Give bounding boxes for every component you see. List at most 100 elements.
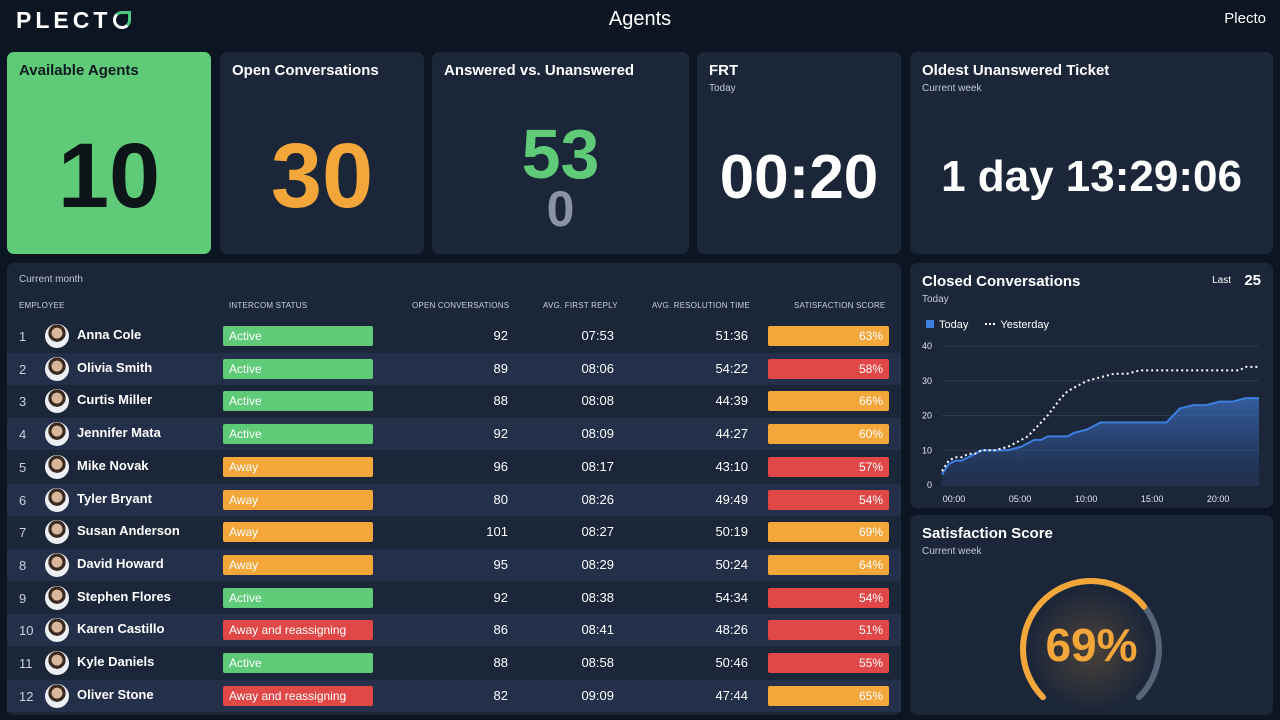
avg-first-reply-cell: 08:09 (581, 426, 614, 442)
open-conversations-card[interactable]: Open Conversations 30 (220, 52, 424, 254)
satisfaction-score-card[interactable]: Satisfaction Score Current week 69% (910, 515, 1273, 715)
avg-first-reply-cell: 08:27 (581, 524, 614, 540)
table-row[interactable]: 4 Jennifer Mata Active 92 08:09 44:27 60% (7, 418, 901, 451)
avg-first-reply-cell: 08:08 (581, 393, 614, 409)
frt-card[interactable]: FRT Today 00:20 (697, 52, 901, 254)
plecto-logo[interactable]: PLECT (16, 7, 132, 34)
employee-name[interactable]: Mike Novak (77, 457, 149, 473)
intercom-status-badge: Active (223, 424, 373, 445)
row-rank: 9 (19, 590, 27, 606)
answered-unanswered-card[interactable]: Answered vs. Unanswered 53 0 (432, 52, 689, 254)
table-row[interactable]: 8 David Howard Away 95 08:29 50:24 64% (7, 548, 901, 581)
col-employee[interactable]: EMPLOYEE (19, 301, 65, 310)
col-avg-first-reply[interactable]: AVG. FIRST REPLY (543, 301, 618, 310)
employee-name[interactable]: Curtis Miller (77, 392, 153, 408)
closed-conversations-subtitle: Today (922, 294, 949, 305)
avatar (45, 389, 69, 414)
avatar (45, 487, 69, 512)
table-row[interactable]: 9 Stephen Flores Active 92 08:38 54:34 54% (7, 582, 901, 614)
table-row[interactable]: 7 Susan Anderson Away 101 08:27 50:19 69% (7, 516, 901, 548)
table-subtitle: Current month (19, 274, 83, 285)
employee-name[interactable]: Anna Cole (77, 327, 142, 342)
satisfaction-score-cell: 66% (768, 391, 889, 412)
col-intercom-status[interactable]: INTERCOM STATUS (229, 301, 308, 310)
legend-yesterday[interactable]: Yesterday (1000, 319, 1049, 331)
avatar (45, 683, 69, 708)
avatar (45, 356, 69, 381)
employee-name[interactable]: Oliver Stone (77, 686, 154, 702)
y-tick-label: 0 (927, 480, 932, 490)
row-rank: 12 (19, 688, 34, 704)
avg-resolution-time-cell: 44:39 (715, 393, 748, 409)
employee-name[interactable]: David Howard (77, 555, 164, 571)
table-row[interactable]: 10 Karen Castillo Away and reassigning 86 08… (7, 614, 901, 647)
intercom-status-badge: Away (223, 456, 373, 477)
logo-o-icon (113, 11, 132, 29)
available-agents-value: 10 (57, 125, 161, 227)
open-conversations-title: Open Conversations (232, 62, 379, 79)
frt-title: FRT (709, 62, 739, 79)
avg-resolution-time-cell: 48:26 (715, 622, 748, 638)
avg-resolution-time-cell: 50:46 (715, 655, 748, 670)
row-rank: 6 (19, 492, 27, 508)
legend-yesterday-swatch (985, 323, 996, 325)
available-agents-card[interactable]: Available Agents 10 (7, 52, 211, 254)
avg-first-reply-cell: 08:41 (581, 622, 614, 638)
avg-first-reply-cell: 08:17 (581, 458, 614, 474)
employee-name[interactable]: Stephen Flores (77, 588, 171, 604)
gauge-fill (1020, 578, 1148, 701)
table-row[interactable]: 1 Anna Cole Active 92 07:53 51:36 63% (7, 320, 901, 352)
row-rank: 5 (19, 459, 27, 475)
col-open-conversations[interactable]: OPEN CONVERSATIONS (412, 301, 510, 310)
employee-name[interactable]: Susan Anderson (77, 523, 180, 539)
satisfaction-gauge (1020, 578, 1162, 711)
row-rank: 1 (19, 329, 27, 344)
satisfaction-score-cell: 54% (768, 587, 889, 608)
legend-today[interactable]: Today (939, 319, 969, 331)
table-row[interactable]: 6 Tyler Bryant Away 80 08:26 49:49 54% (7, 483, 901, 516)
y-tick-label: 30 (922, 376, 932, 386)
row-rank: 2 (19, 361, 27, 377)
table-row[interactable]: 12 Oliver Stone Away and reassigning 82 09:0… (7, 679, 901, 712)
intercom-status-badge: Away (223, 554, 373, 575)
table-row[interactable]: 11 Kyle Daniels Active 88 08:58 50:46 55% (7, 647, 901, 679)
y-tick-label: 10 (922, 445, 932, 455)
avg-first-reply-cell: 08:06 (581, 360, 614, 376)
intercom-status-badge: Active (223, 587, 373, 608)
table-row[interactable]: 3 Curtis Miller Active 88 08:08 44:39 66% (7, 385, 901, 417)
table-row[interactable]: 5 Mike Novak Away 96 08:17 43:10 57% (7, 451, 901, 483)
satisfaction-score-cell: 54% (768, 489, 889, 510)
open-conversations-value: 30 (270, 125, 374, 227)
avg-resolution-time-cell: 54:34 (715, 589, 748, 605)
satisfaction-score-cell: 58% (768, 358, 889, 379)
intercom-status-badge: Away and reassigning (223, 620, 373, 641)
col-satisfaction-score[interactable]: SATISFACTION SCORE (794, 301, 886, 310)
closed-conversations-title: Closed Conversations (922, 273, 1081, 290)
agents-table-card[interactable]: Current month EMPLOYEE INTERCOM STATUS O… (7, 263, 901, 715)
open-conversations-cell: 95 (493, 556, 508, 572)
satisfaction-value: 69% (1045, 619, 1138, 671)
last-value: 25 (1244, 272, 1261, 289)
oldest-ticket-title: Oldest Unanswered Ticket (922, 62, 1110, 79)
avatar (45, 651, 69, 675)
avg-resolution-time-cell: 54:22 (715, 360, 748, 376)
employee-name[interactable]: Jennifer Mata (77, 425, 161, 441)
answered-value: 53 (521, 115, 600, 193)
satisfaction-score-cell: 69% (768, 522, 889, 543)
avatar (45, 585, 69, 610)
gauge-glow (1029, 587, 1153, 711)
satisfaction-score-cell: 65% (768, 685, 889, 706)
employee-name[interactable]: Olivia Smith (77, 359, 153, 375)
employee-name[interactable]: Tyler Bryant (77, 490, 152, 506)
col-avg-resolution-time[interactable]: AVG. RESOLUTION TIME (652, 301, 750, 310)
employee-name[interactable]: Kyle Daniels (77, 654, 155, 669)
oldest-ticket-card[interactable]: Oldest Unanswered Ticket Current week 1 … (910, 52, 1273, 254)
yesterday-line (941, 365, 1259, 472)
intercom-status-badge: Active (223, 653, 373, 673)
table-row[interactable]: 2 Olivia Smith Active 89 08:06 54:22 58% (7, 352, 901, 385)
employee-name[interactable]: Karen Castillo (77, 621, 165, 637)
avg-first-reply-cell: 07:53 (581, 328, 614, 343)
unanswered-value: 0 (546, 181, 575, 237)
frt-subtitle: Today (709, 83, 736, 94)
closed-conversations-card[interactable]: Closed Conversations Today Last 25 Today… (910, 263, 1273, 508)
